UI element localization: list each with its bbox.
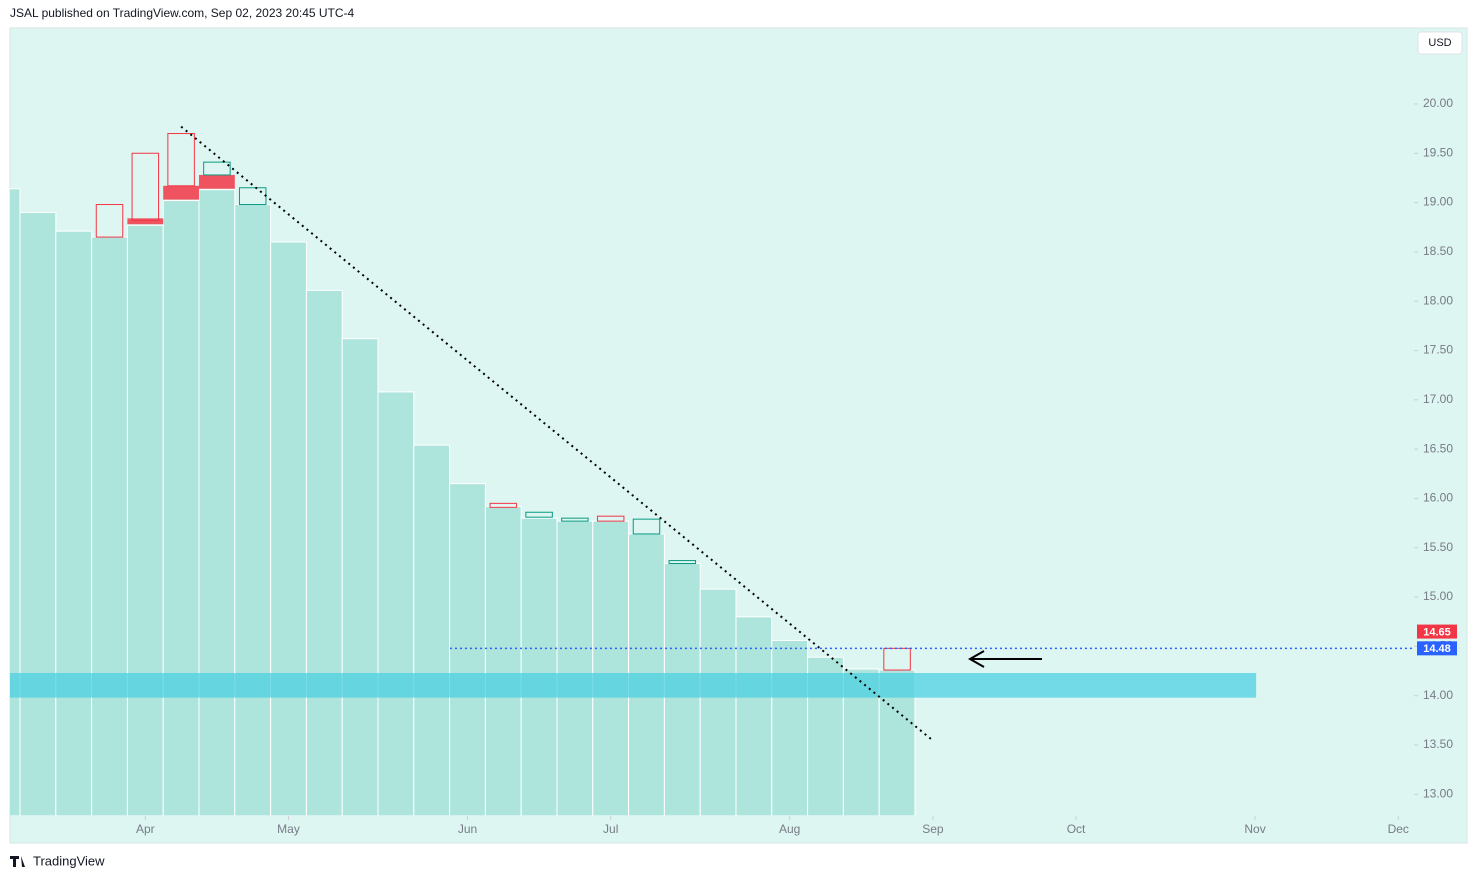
arrow [967,650,1042,668]
column [198,189,236,816]
y-tick-label: 18.50 [1423,244,1453,258]
candle-fill [199,174,235,189]
candle-box [131,152,160,221]
y-tick-label: 20.00 [1423,96,1453,110]
header: JSAL published on TradingView.com, Sep 0… [10,6,355,20]
currency: USD [1428,37,1451,49]
y-tick-label: 19.00 [1423,195,1453,209]
candle-box [489,502,518,508]
y-tick-label: 14.00 [1423,688,1453,702]
y-tick-label: 13.00 [1423,786,1453,800]
column [305,289,343,816]
column [341,338,379,816]
column [270,241,307,816]
column [126,224,164,816]
y-tick-label: 15.00 [1423,589,1453,603]
candle-box [668,560,697,565]
column [234,204,272,816]
column [19,211,57,816]
x-tick-label: Jul [603,822,618,836]
price-label: 14.48 [1423,643,1451,655]
candle-fill [127,218,164,225]
candle-fill [163,185,200,200]
column [91,236,128,816]
column [735,616,773,816]
x-tick-label: May [277,822,300,836]
y-tick-label: 13.50 [1423,737,1453,751]
candle-box [883,647,911,671]
column [377,391,415,816]
x-tick-label: Oct [1067,822,1086,836]
column [55,230,93,816]
price-label: 14.65 [1423,626,1451,638]
candle-box [561,517,589,522]
y-tick-label: 17.50 [1423,343,1453,357]
price-label-box [1417,641,1457,656]
candle-box [632,518,661,535]
y-tick-label: 16.00 [1423,491,1453,505]
x-tick-label: Jun [458,822,477,836]
footer: TradingView [33,853,105,868]
column [10,188,21,816]
plot [10,133,1257,816]
column [162,200,200,816]
x-tick-label: Sep [922,822,944,836]
y-tick-label: 16.50 [1423,441,1453,455]
column [413,444,451,816]
candle-box [203,161,231,176]
price-label-box [1417,624,1457,639]
y-tick-label: 15.50 [1423,540,1453,554]
column [520,517,558,816]
column [592,520,630,816]
x-tick-label: Nov [1244,822,1265,836]
logo [10,856,25,867]
candle-box [525,511,553,518]
y-tick-label: 17.00 [1423,392,1453,406]
y-tick-label: 18.00 [1423,293,1453,307]
candle-box [167,133,195,187]
y-tick-label: 19.50 [1423,145,1453,159]
x-tick-label: Apr [136,822,155,836]
x-tick-label: Aug [779,822,800,836]
x-tick-label: Dec [1388,822,1409,836]
column [771,639,809,816]
zone [10,672,1257,698]
column [699,588,737,816]
column [556,520,594,816]
column [449,483,486,816]
column [484,505,522,816]
currency-box[interactable] [1417,31,1463,55]
candle-box [95,204,124,238]
candle-box [596,515,625,522]
